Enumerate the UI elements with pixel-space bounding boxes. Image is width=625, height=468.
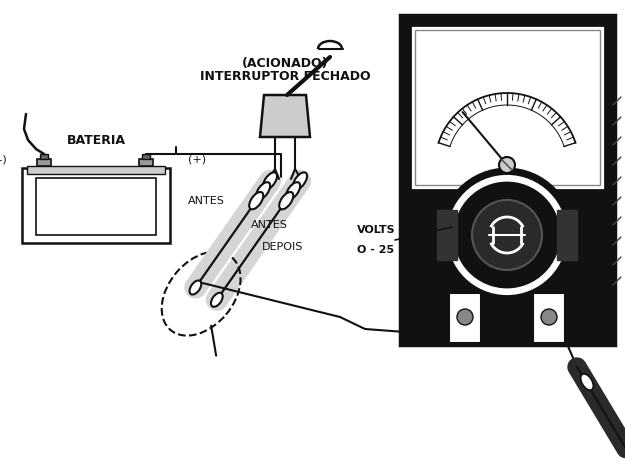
Bar [27, 166, 165, 174]
Bar [22, 168, 170, 243]
Ellipse shape [286, 182, 300, 199]
Bar [437, 210, 457, 260]
Text: (+): (+) [188, 155, 206, 165]
Bar [37, 159, 51, 166]
Circle shape [449, 177, 565, 293]
Bar [415, 30, 600, 185]
Ellipse shape [256, 182, 270, 199]
Bar [449, 293, 481, 343]
Text: O - 25: O - 25 [357, 245, 394, 255]
Ellipse shape [581, 374, 593, 390]
Bar [533, 293, 565, 343]
Ellipse shape [189, 280, 201, 294]
Circle shape [441, 169, 573, 301]
Text: ANTES: ANTES [251, 220, 288, 230]
Text: INTERRUPTOR FECHADO: INTERRUPTOR FECHADO [200, 71, 370, 83]
Text: ANTES: ANTES [188, 196, 225, 205]
Circle shape [457, 309, 473, 325]
Ellipse shape [279, 192, 293, 209]
Circle shape [455, 183, 559, 287]
Ellipse shape [249, 192, 263, 209]
Ellipse shape [211, 292, 222, 307]
Bar [40, 154, 48, 159]
Ellipse shape [263, 172, 277, 190]
Bar [36, 178, 156, 235]
Bar [410, 25, 605, 190]
Text: VOLTS: VOLTS [357, 225, 396, 235]
Text: DEPOIS: DEPOIS [262, 242, 303, 252]
Polygon shape [260, 95, 310, 137]
Bar [400, 15, 615, 345]
Ellipse shape [293, 172, 307, 190]
Text: BATERIA: BATERIA [66, 133, 126, 146]
Bar [139, 159, 153, 166]
Circle shape [472, 200, 542, 270]
Bar [142, 154, 150, 159]
Circle shape [499, 157, 515, 173]
Text: (ACIONADO): (ACIONADO) [242, 57, 328, 70]
Text: (-): (-) [0, 155, 6, 165]
Bar [557, 210, 577, 260]
Circle shape [541, 309, 557, 325]
